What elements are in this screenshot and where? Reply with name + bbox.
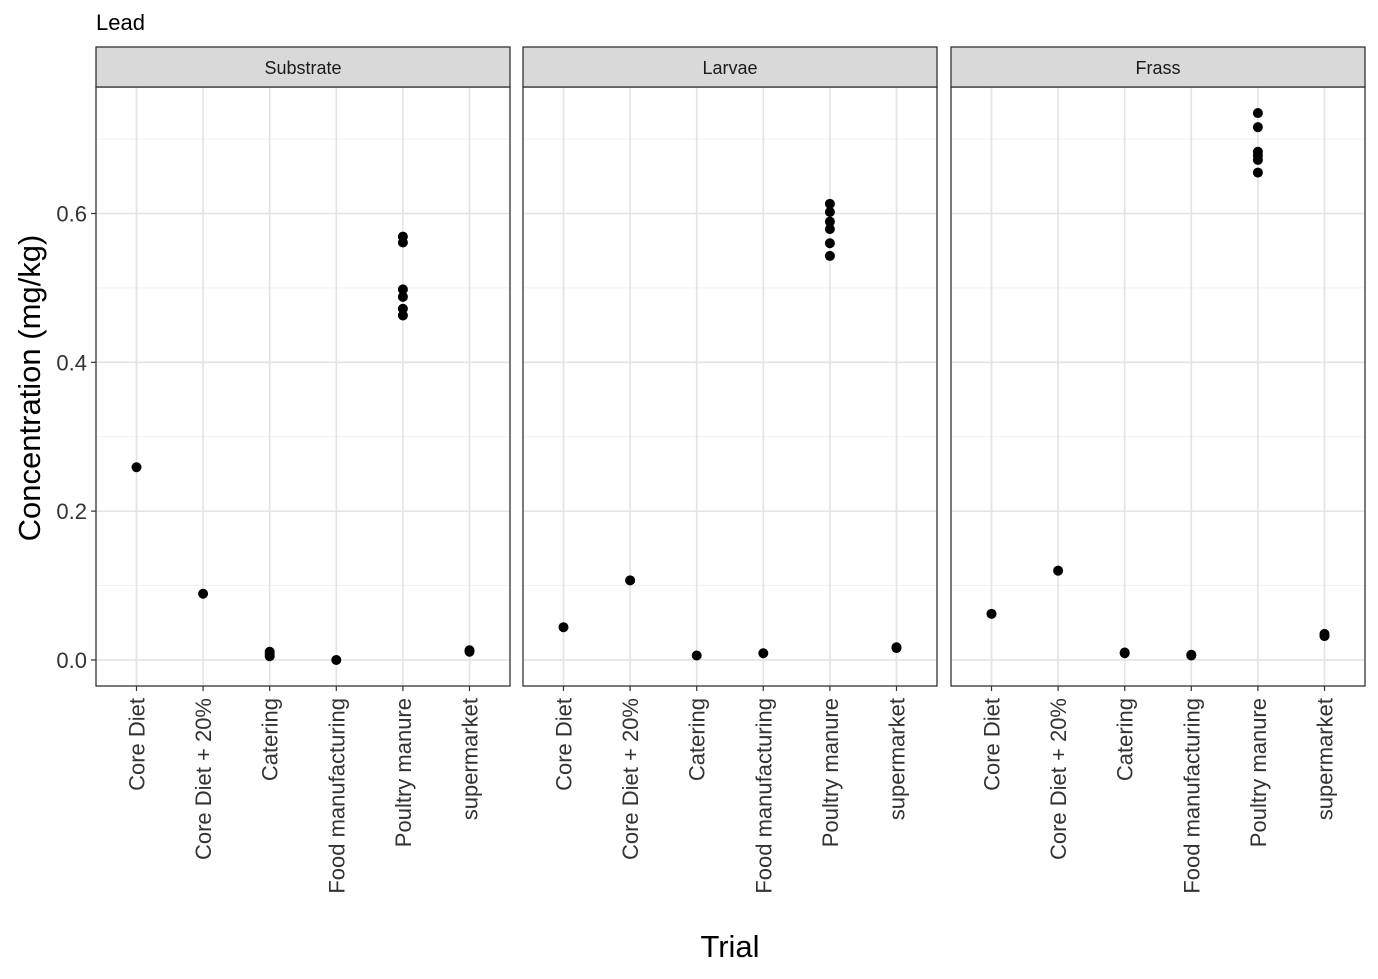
data-point bbox=[625, 575, 636, 586]
x-tick-label: Core Diet bbox=[980, 698, 1005, 791]
data-point bbox=[1319, 631, 1330, 642]
data-point bbox=[824, 238, 835, 249]
chart-title: Lead bbox=[96, 10, 145, 35]
data-point bbox=[1119, 648, 1130, 659]
data-point bbox=[1252, 154, 1263, 165]
data-point bbox=[1053, 565, 1064, 576]
data-point bbox=[824, 224, 835, 235]
data-point bbox=[1252, 167, 1263, 178]
x-tick-label: Catering bbox=[1113, 698, 1138, 781]
x-tick-label: Catering bbox=[258, 698, 283, 781]
facet-strip bbox=[950, 46, 1366, 88]
x-tick-label: Poultry manure bbox=[818, 698, 843, 847]
x-tick-label: Food manufacturing bbox=[1179, 698, 1204, 894]
data-point bbox=[464, 646, 475, 657]
x-tick-label: Core Diet bbox=[125, 698, 150, 791]
data-point bbox=[397, 291, 408, 302]
facet-strip-label: Larvae bbox=[702, 58, 757, 78]
data-point bbox=[558, 622, 569, 633]
data-point bbox=[824, 216, 835, 227]
data-point bbox=[986, 608, 997, 619]
data-point bbox=[758, 648, 769, 659]
data-point bbox=[891, 643, 902, 654]
panel-background bbox=[96, 87, 510, 686]
data-point bbox=[264, 651, 275, 662]
panel-frass: Frass Core Diet Core Diet + 20% Catering Foo… bbox=[950, 46, 1366, 894]
data-point bbox=[691, 650, 702, 661]
x-tick-label: Core Diet + 20% bbox=[618, 698, 643, 860]
data-point bbox=[198, 588, 209, 599]
data-point bbox=[1186, 650, 1197, 661]
x-tick-label: supermarket bbox=[1313, 698, 1338, 820]
x-tick-label: Poultry manure bbox=[1246, 698, 1271, 847]
y-tick-label: 0.6 bbox=[56, 201, 87, 226]
data-point bbox=[1252, 122, 1263, 133]
y-tick-label: 0.2 bbox=[56, 499, 87, 524]
data-point bbox=[397, 237, 408, 248]
x-tick-label: Catering bbox=[685, 698, 710, 781]
panel-larvae: Larvae Core Diet Core Diet + 20% Catering Fo… bbox=[522, 46, 938, 894]
data-point bbox=[1252, 108, 1263, 119]
y-axis-label: Concentration (mg/kg) bbox=[12, 235, 47, 542]
x-tick-label: Food manufacturing bbox=[751, 698, 776, 894]
data-point bbox=[331, 654, 342, 665]
x-tick-label: Poultry manure bbox=[391, 698, 416, 847]
facet-strip-label: Substrate bbox=[264, 58, 341, 78]
panel-substrate: Substrate Core Diet Core Diet + 20% Caterin… bbox=[95, 46, 511, 894]
data-point bbox=[131, 462, 142, 473]
panel-background bbox=[523, 87, 937, 686]
data-point bbox=[397, 284, 408, 295]
x-tick-label: supermarket bbox=[885, 698, 910, 820]
data-point bbox=[397, 310, 408, 321]
x-tick-label: Food manufacturing bbox=[324, 698, 349, 894]
y-tick-label: 0.0 bbox=[56, 648, 87, 673]
panels-layer: 0.0 0.2 0.4 0.6 Substrate Core Diet Core Diet … bbox=[56, 46, 1366, 894]
x-tick-label: Core Diet bbox=[552, 698, 577, 791]
data-point bbox=[824, 198, 835, 209]
data-point bbox=[824, 250, 835, 261]
facet-strip-label: Frass bbox=[1136, 58, 1181, 78]
x-tick-label: Core Diet + 20% bbox=[1046, 698, 1071, 860]
data-point bbox=[824, 207, 835, 218]
facet-strip bbox=[95, 46, 511, 88]
x-tick-label: Core Diet + 20% bbox=[191, 698, 216, 860]
facet-strip bbox=[522, 46, 938, 88]
y-tick-label: 0.4 bbox=[56, 350, 87, 375]
panel-background bbox=[951, 87, 1365, 686]
x-axis-label: Trial bbox=[700, 929, 759, 964]
x-tick-label: supermarket bbox=[458, 698, 483, 820]
